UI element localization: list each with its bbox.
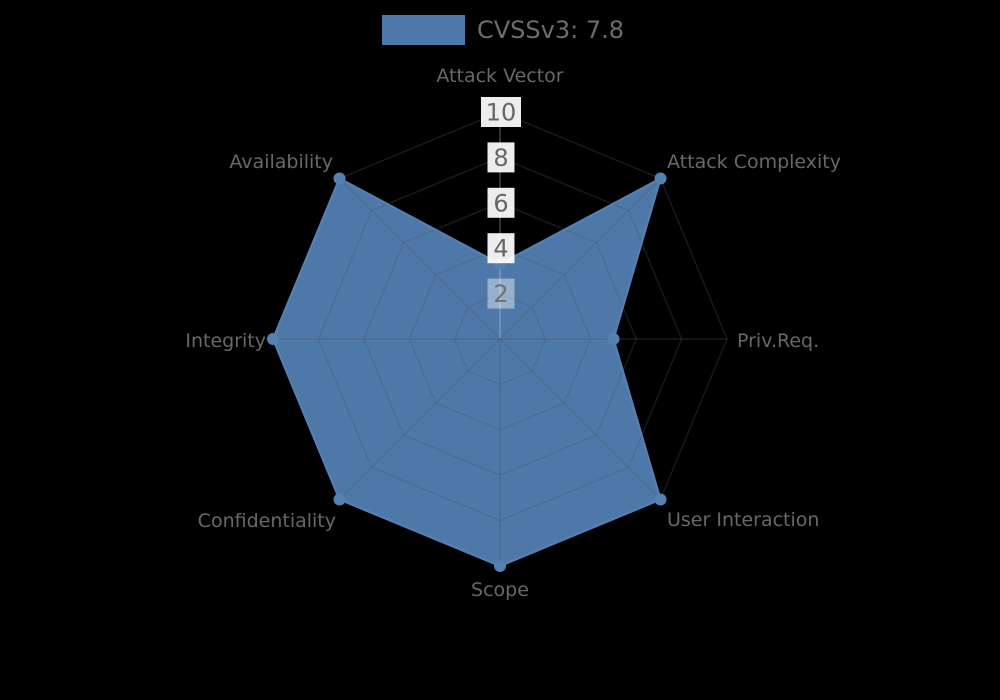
grid-spoke-attack-complexity — [499, 177, 662, 340]
radar-vertex-dot-priv-req — [607, 333, 620, 345]
radial-tick-box-4 — [487, 233, 515, 264]
radar-vertex-dot-scope — [494, 560, 506, 572]
grid-spoke-confidentiality — [338, 338, 501, 501]
radar-series-fill — [273, 178, 661, 566]
radar-vertex-dot-attack-complexity — [654, 172, 667, 185]
radial-tick-box-6 — [487, 187, 515, 218]
radar-vertex-dot-integrity — [267, 333, 279, 345]
axis-label-scope: Scope — [471, 579, 529, 601]
grid-spoke-availability — [338, 177, 501, 340]
axis-label-attack-vector: Attack Vector — [436, 65, 563, 87]
radial-tick-labels: 10 8 6 4 2 — [481, 97, 521, 309]
axis-label-integrity: Integrity — [185, 330, 266, 352]
axis-label-priv-req: Priv.Req. — [737, 330, 819, 352]
grid-ring-6 — [363, 202, 637, 476]
radial-tick-label-2: 2 — [493, 280, 508, 308]
radial-tick-box-10 — [481, 97, 521, 127]
radial-tick-label-8: 8 — [493, 144, 508, 172]
radar-vertex-dot-availability — [333, 172, 346, 185]
radar-vertex-dot-user-interaction — [654, 493, 667, 506]
axis-label-user-interaction: User Interaction — [667, 509, 819, 531]
legend-label: CVSSv3: 7.8 — [477, 16, 624, 44]
radar-vertex-dot-confidentiality — [333, 493, 346, 506]
grid-ring-8 — [317, 156, 683, 522]
axis-label-availability: Availability — [229, 151, 333, 173]
grid-ring-4 — [408, 247, 592, 431]
legend: CVSSv3: 7.8 — [382, 15, 624, 45]
axis-label-confidentiality: Confidentiality — [198, 510, 336, 532]
radial-tick-label-4: 4 — [493, 235, 508, 263]
radial-tick-label-6: 6 — [493, 189, 508, 217]
radial-tick-label-10: 10 — [486, 99, 517, 127]
axis-labels: Attack Vector Attack Complexity Priv.Req. U… — [185, 65, 841, 601]
axis-label-attack-complexity: Attack Complexity — [667, 151, 841, 173]
radial-tick-box-2 — [487, 278, 515, 309]
grid-spoke-user-interaction — [499, 338, 662, 501]
grid-ring-2 — [453, 292, 547, 386]
radial-tick-box-8 — [487, 142, 515, 173]
legend-swatch — [382, 15, 465, 45]
